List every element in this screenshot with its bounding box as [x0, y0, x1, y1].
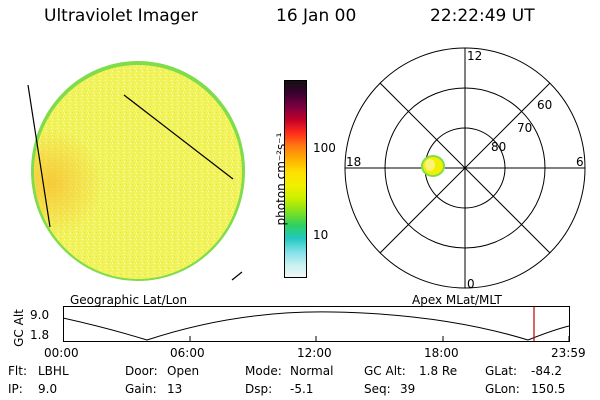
footer-value-door: Open	[167, 364, 200, 378]
colorbar-tick-100: 100	[313, 141, 336, 155]
alt-plot-ylabel: GC Alt	[12, 309, 26, 347]
colorbar-tick-10: 10	[313, 228, 329, 242]
alt-xtick-label-3: 18:00	[424, 346, 459, 360]
alt-ytick-low: 1.8	[30, 328, 50, 342]
footer-value-glat: -84.2	[531, 364, 563, 378]
footer-key-flt: Flt:	[8, 364, 27, 378]
instrument-title: Ultraviolet Imager	[44, 6, 198, 26]
footer-value-flt: LBHL	[38, 364, 69, 378]
footer-key-ip: IP:	[8, 382, 23, 396]
right-panel-label: Apex MLat/MLT	[412, 293, 502, 307]
mlt-label-12: 12	[467, 49, 482, 63]
footer-key-dsp: Dsp:	[245, 382, 273, 396]
mlat-label-80: 80	[491, 140, 506, 154]
footer-key-door: Door:	[125, 364, 158, 378]
footer-value-gcalt: 1.8 Re	[419, 364, 458, 378]
alt-xtick-label-4: 23:59	[551, 346, 586, 360]
footer-key-mode: Mode:	[245, 364, 282, 378]
footer-key-glat: GLat:	[485, 364, 518, 378]
diagonal-b	[379, 82, 551, 254]
footer-value-ip: 9.0	[38, 382, 58, 396]
mlt-label-6: 6	[576, 155, 584, 169]
track-line-bottom	[231, 271, 243, 281]
footer-key-glon: GLon:	[485, 382, 520, 396]
alt-xtick-label-2: 12:00	[297, 346, 332, 360]
footer-value-gain: 13	[167, 382, 183, 396]
mlat-label-60: 60	[537, 98, 552, 112]
footer-value-seq: 39	[400, 382, 416, 396]
track-line-right	[123, 94, 234, 180]
footer-value-dsp: -5.1	[290, 382, 314, 396]
time-label: 22:22:49 UT	[430, 6, 535, 26]
altitude-curve	[63, 311, 570, 341]
mlt-label-0: 0	[467, 277, 475, 291]
alt-ytick-high: 9.0	[30, 308, 50, 322]
altitude-plot	[63, 306, 570, 342]
auroral-spot	[421, 155, 445, 177]
footer-value-mode: Normal	[290, 364, 334, 378]
mlat-label-70: 70	[517, 121, 532, 135]
footer-value-glon: 150.5	[531, 382, 566, 396]
colorbar-unit-label: photon cm⁻²s⁻¹	[274, 132, 288, 226]
disk-glow	[34, 65, 242, 279]
alt-xtick-label-1: 06:00	[170, 346, 205, 360]
footer-key-gain: Gain:	[125, 382, 157, 396]
colorbar	[285, 80, 307, 278]
date-label: 16 Jan 00	[276, 6, 357, 26]
footer-key-gcalt: GC Alt:	[364, 364, 406, 378]
alt-xtick-label-0: 00:00	[44, 346, 79, 360]
track-line-left	[27, 84, 51, 228]
geographic-image	[27, 61, 245, 281]
polar-plot: 12 18 6 0 60 70 80	[344, 47, 586, 291]
left-panel-label: Geographic Lat/Lon	[70, 293, 188, 307]
footer-key-seq: Seq:	[364, 382, 391, 396]
mlt-label-18: 18	[346, 155, 361, 169]
